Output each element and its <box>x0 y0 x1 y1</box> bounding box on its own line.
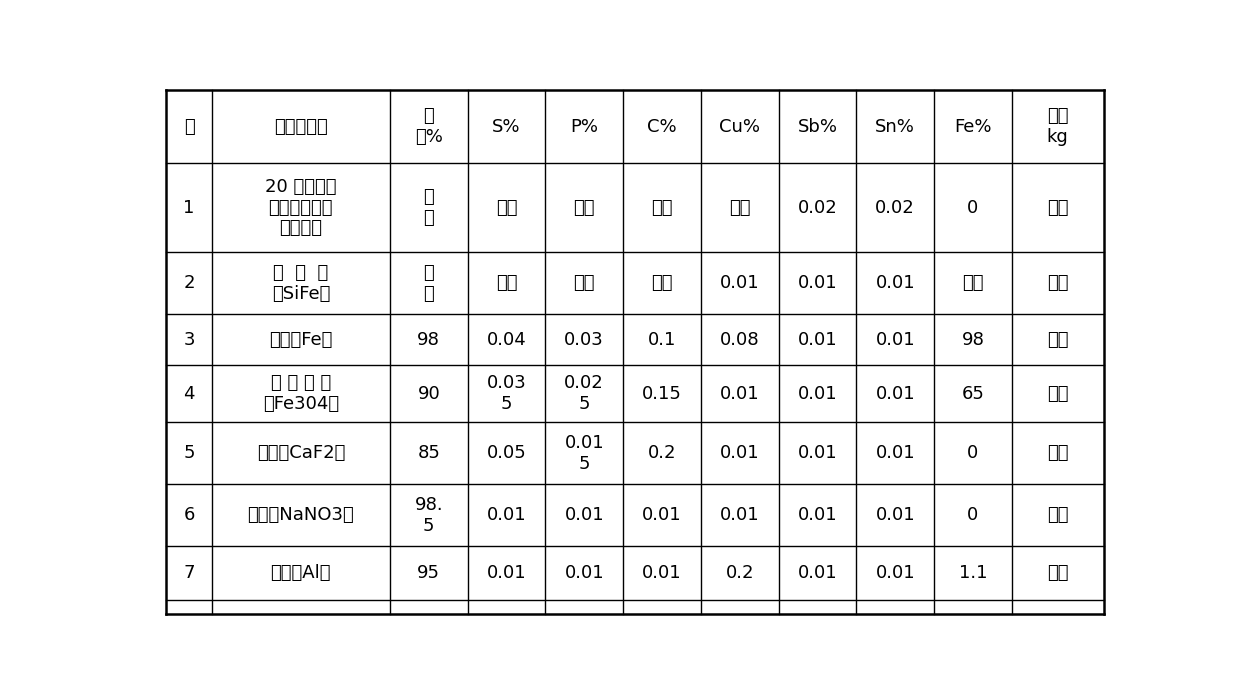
Text: S%: S% <box>492 118 520 135</box>
Text: 1: 1 <box>183 199 195 217</box>
Text: 存
入: 存 入 <box>424 188 434 227</box>
Text: 3: 3 <box>183 331 195 348</box>
Text: 存入: 存入 <box>963 274 984 292</box>
Text: 6: 6 <box>183 506 195 524</box>
Text: 存入: 存入 <box>729 199 751 217</box>
Text: 0.01: 0.01 <box>565 506 605 524</box>
Text: 0.01: 0.01 <box>720 274 760 292</box>
Text: 98.
5: 98. 5 <box>415 496 444 535</box>
Text: 0.01: 0.01 <box>642 506 681 524</box>
Text: 20 大类氧化
钼，每大类分
不同批号: 20 大类氧化 钼，每大类分 不同批号 <box>265 178 337 238</box>
Text: 存入: 存入 <box>1047 565 1068 583</box>
Text: Cu%: Cu% <box>719 118 761 135</box>
Text: 0.01: 0.01 <box>876 274 916 292</box>
Text: 萤石（CaF2）: 萤石（CaF2） <box>256 444 344 462</box>
Text: 0.2: 0.2 <box>648 444 676 462</box>
Text: 0: 0 <box>968 199 979 217</box>
Text: 0.01: 0.01 <box>487 506 527 524</box>
Text: 存入: 存入 <box>574 199 595 217</box>
Text: 0.01: 0.01 <box>876 506 916 524</box>
Text: 0.01: 0.01 <box>642 565 681 583</box>
Text: 硅  铁  粉
（SiFe）: 硅 铁 粉 （SiFe） <box>271 263 330 302</box>
Text: 0.05: 0.05 <box>487 444 527 462</box>
Text: 存入: 存入 <box>574 274 595 292</box>
Text: 存入: 存入 <box>1047 331 1068 348</box>
Text: 0.01: 0.01 <box>720 444 760 462</box>
Text: 0.02: 0.02 <box>798 199 838 217</box>
Text: 0.01: 0.01 <box>876 444 916 462</box>
Text: 0.01: 0.01 <box>720 506 760 524</box>
Text: 0.03
5: 0.03 5 <box>487 374 527 413</box>
Text: 0.08: 0.08 <box>720 331 760 348</box>
Text: 存入: 存入 <box>652 274 673 292</box>
Text: 0.01: 0.01 <box>798 385 838 403</box>
Text: 0.03: 0.03 <box>565 331 605 348</box>
Text: 存入: 存入 <box>1047 199 1068 217</box>
Text: 0.1: 0.1 <box>648 331 676 348</box>
Text: 1.1: 1.1 <box>959 565 987 583</box>
Text: 存入: 存入 <box>652 199 673 217</box>
Text: 0.01: 0.01 <box>798 506 838 524</box>
Text: 存
入: 存 入 <box>424 263 434 302</box>
Text: 存入: 存入 <box>1047 274 1068 292</box>
Text: 0.01: 0.01 <box>876 385 916 403</box>
Text: 0.04: 0.04 <box>487 331 527 348</box>
Text: 铝粉（Al）: 铝粉（Al） <box>270 565 331 583</box>
Text: 品
位%: 品 位% <box>415 107 442 146</box>
Text: P%: P% <box>570 118 598 135</box>
Text: 0: 0 <box>968 506 979 524</box>
Text: 0.01: 0.01 <box>798 331 838 348</box>
Text: 5: 5 <box>183 444 195 462</box>
Text: 0.15: 0.15 <box>642 385 681 403</box>
Text: 硝石（NaNO3）: 硝石（NaNO3） <box>248 506 354 524</box>
Text: C%: C% <box>647 118 676 135</box>
Text: 序: 序 <box>183 118 195 135</box>
Text: 0.01: 0.01 <box>876 565 916 583</box>
Text: 存入: 存入 <box>1047 444 1068 462</box>
Text: 0.01: 0.01 <box>565 565 605 583</box>
Text: 0: 0 <box>968 444 979 462</box>
Text: 2: 2 <box>183 274 195 292</box>
Text: 0.01: 0.01 <box>798 444 838 462</box>
Text: 存入: 存入 <box>1047 385 1068 403</box>
Text: 0.01: 0.01 <box>720 385 760 403</box>
Text: 65: 65 <box>961 385 984 403</box>
Text: 存入: 存入 <box>1047 506 1068 524</box>
Text: 4: 4 <box>183 385 195 403</box>
Text: 存入: 存入 <box>496 274 517 292</box>
Text: 0.2: 0.2 <box>726 565 755 583</box>
Text: 库存
kg: 库存 kg <box>1047 107 1068 146</box>
Text: 磁 铁 矿 粉
（Fe304）: 磁 铁 矿 粉 （Fe304） <box>263 374 339 413</box>
Text: Sn%: Sn% <box>875 118 916 135</box>
Text: 98: 98 <box>961 331 984 348</box>
Text: 7: 7 <box>183 565 195 583</box>
Text: 90: 90 <box>418 385 440 403</box>
Text: 0.01: 0.01 <box>876 331 916 348</box>
Text: 85: 85 <box>418 444 440 462</box>
Text: 0.01
5: 0.01 5 <box>565 434 605 473</box>
Text: 0.01: 0.01 <box>798 274 838 292</box>
Text: 0.01: 0.01 <box>798 565 838 583</box>
Text: 0.02: 0.02 <box>875 199 916 217</box>
Text: Fe%: Fe% <box>954 118 991 135</box>
Text: 存入: 存入 <box>496 199 517 217</box>
Text: 98: 98 <box>418 331 440 348</box>
Text: 95: 95 <box>418 565 440 583</box>
Text: 钢豆（Fe）: 钢豆（Fe） <box>269 331 332 348</box>
Text: Sb%: Sb% <box>798 118 838 135</box>
Text: 0.01: 0.01 <box>487 565 527 583</box>
Text: 0.02
5: 0.02 5 <box>565 374 605 413</box>
Text: 品名、产地: 品名、产地 <box>274 118 327 135</box>
